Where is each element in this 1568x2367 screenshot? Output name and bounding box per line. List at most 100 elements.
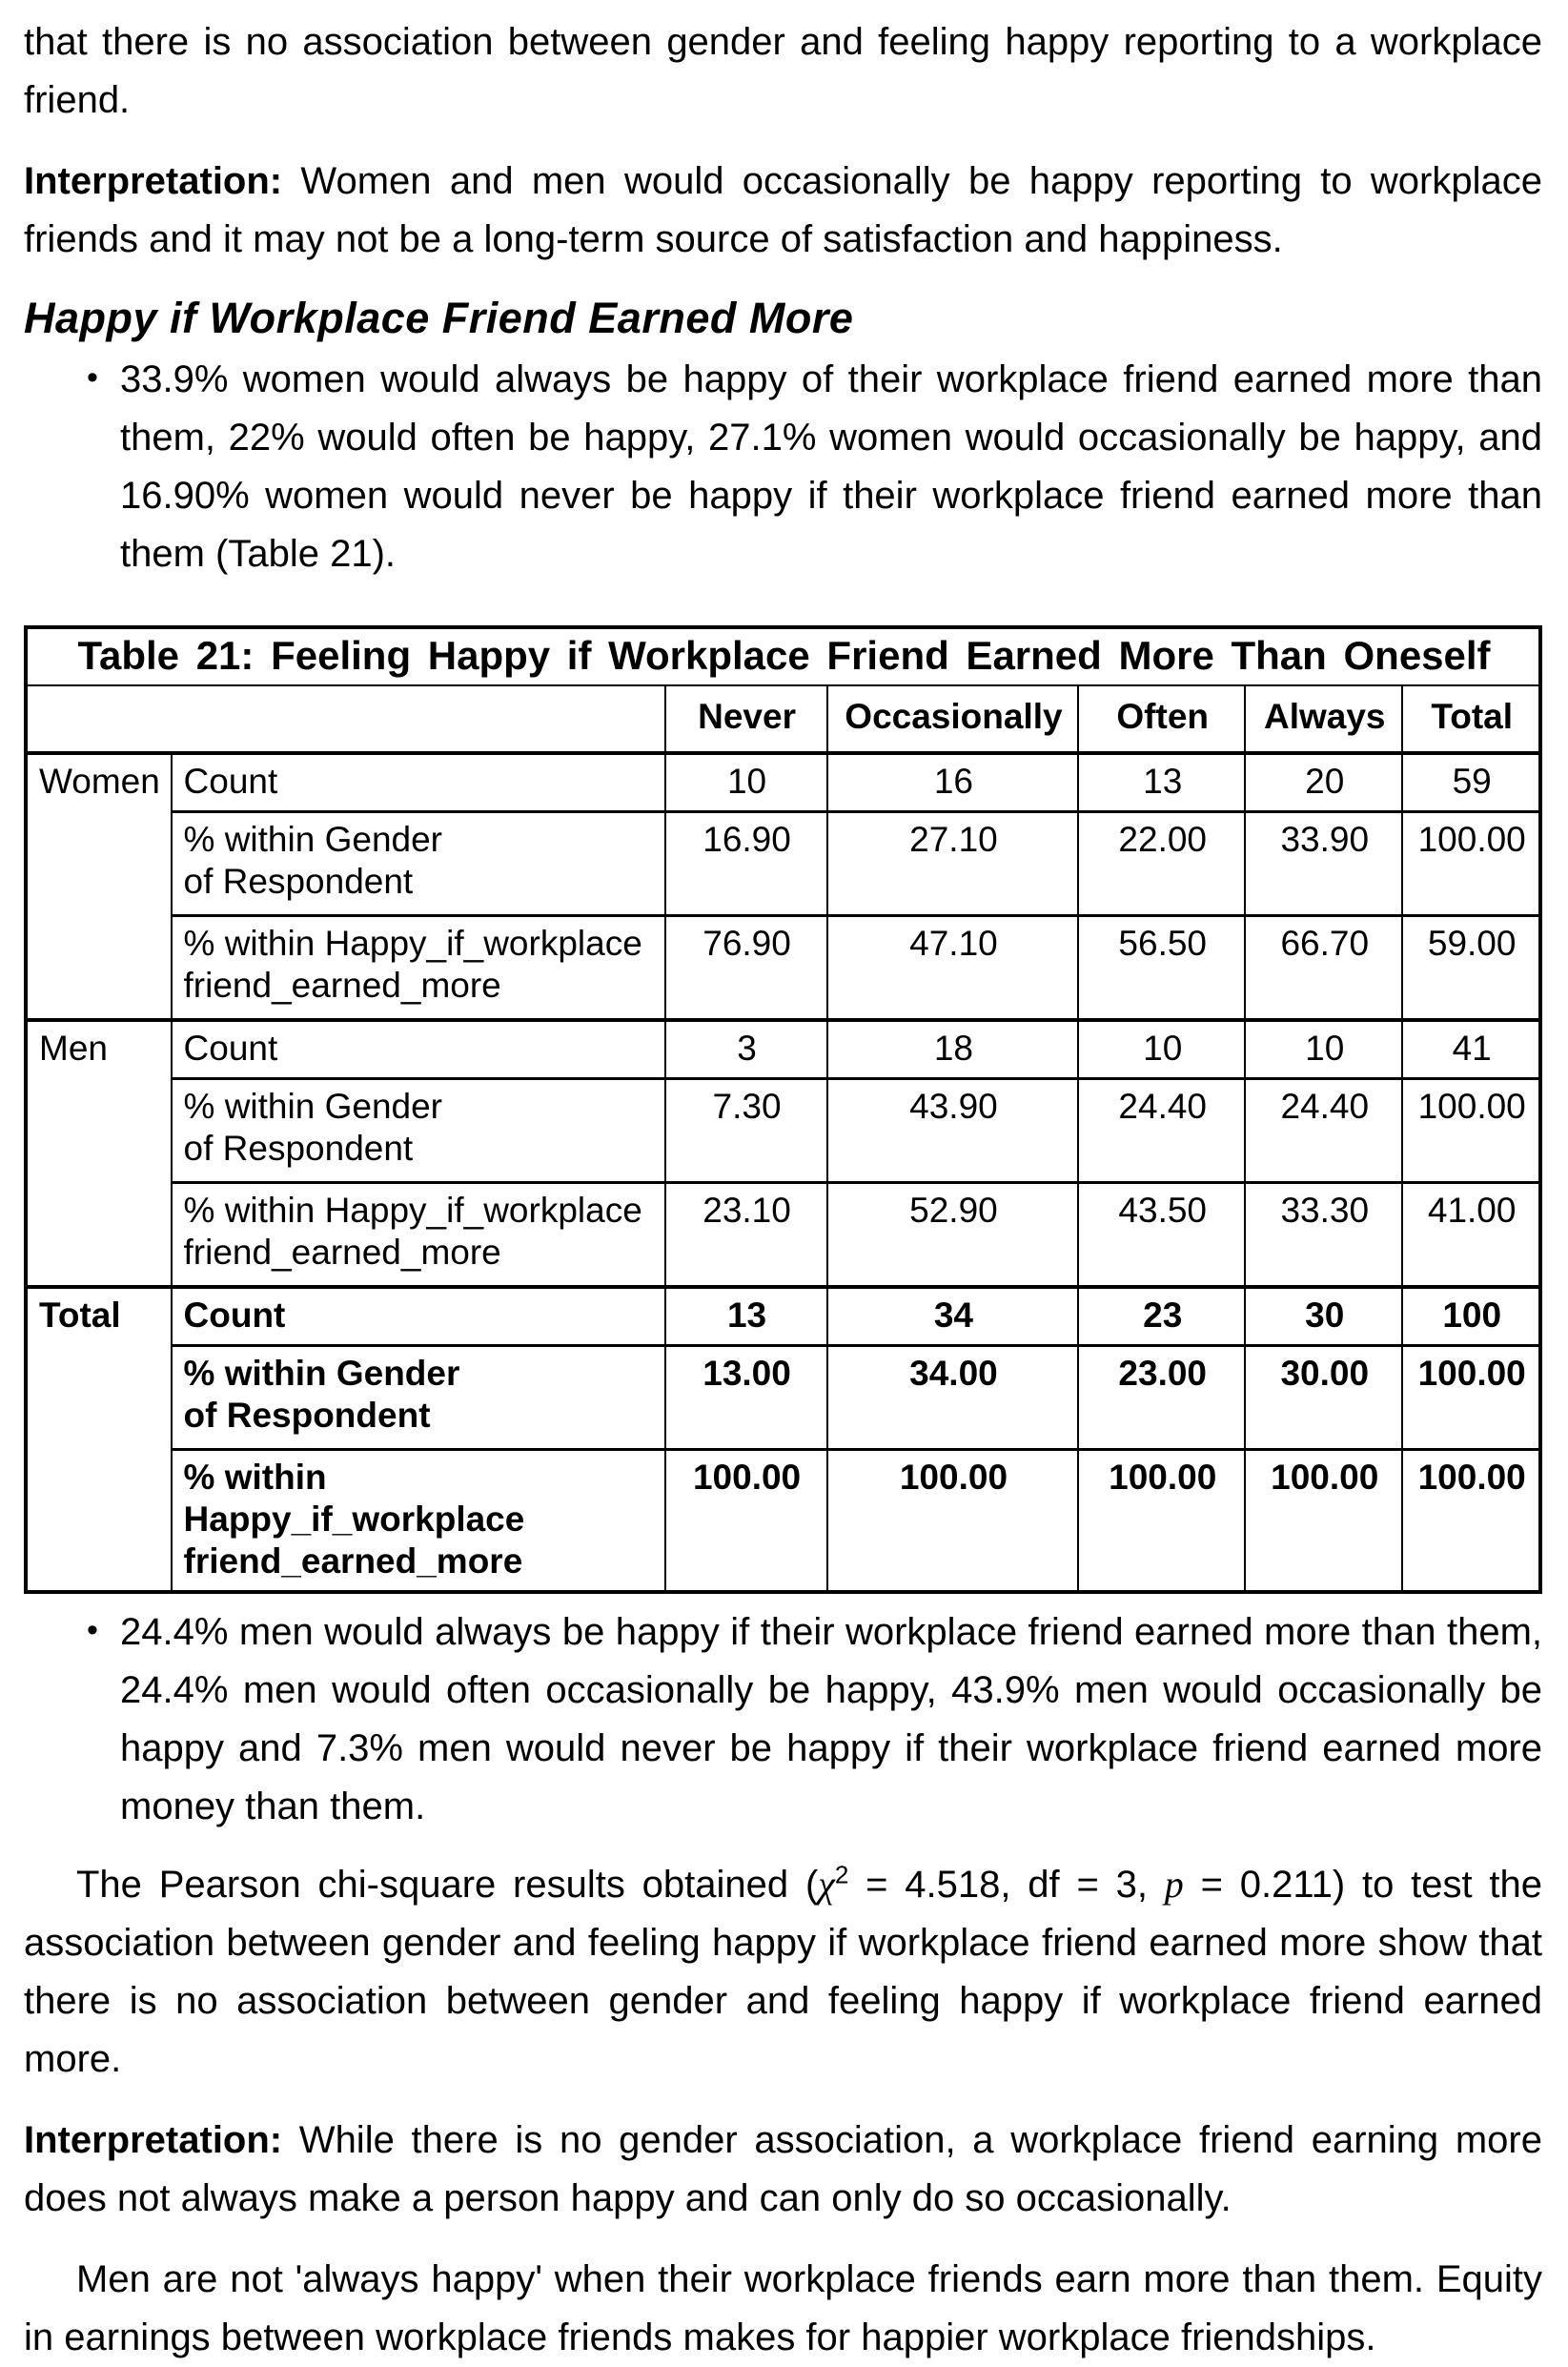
cell-value: 23.00 bbox=[1077, 1344, 1247, 1451]
bullet-icon: • bbox=[87, 1612, 98, 1648]
table-title-row: Table 21: Feeling Happy if Workplace Fri… bbox=[25, 626, 1541, 686]
metric-label: % within Happy_if_workplace friend_earned… bbox=[170, 1448, 666, 1593]
cell-value: 30.00 bbox=[1244, 1344, 1404, 1451]
table-row: Men Count 3 18 10 10 41 bbox=[25, 1018, 1541, 1288]
metric-label: Count bbox=[170, 1285, 666, 1347]
column-header-occasionally: Occasionally bbox=[825, 684, 1080, 755]
metric-label: % within Happy_if_workplace friend_earned… bbox=[170, 1181, 666, 1288]
cell-value: 23.10 bbox=[663, 1181, 828, 1288]
bullet-icon: • bbox=[87, 359, 98, 396]
interpretation-label: Interpretation: bbox=[24, 2119, 283, 2161]
cell-value: 100.00 bbox=[1401, 1077, 1541, 1184]
metric-label: Count bbox=[170, 1018, 666, 1080]
cell-value: 100.00 bbox=[1401, 810, 1541, 917]
header-blank-cell bbox=[25, 684, 666, 755]
cell-value: 66.70 bbox=[1244, 914, 1404, 1021]
p-symbol: p bbox=[1164, 1863, 1184, 1906]
table-header-row: Never Occasionally Often Always Total bbox=[25, 684, 1541, 755]
row-label-men: Men bbox=[25, 1018, 173, 1288]
group-women: Women Count 10 16 13 20 59 % within Gend… bbox=[25, 751, 1541, 1021]
cell-value: 100.00 bbox=[1401, 1448, 1541, 1593]
cell-value: 100.00 bbox=[1401, 1344, 1541, 1451]
bullet-item-men: • 24.4% men would always be happy if the… bbox=[24, 1603, 1542, 1836]
table-row: % within Gender of Respondent 7.30 43.90 … bbox=[26, 1077, 1541, 1184]
cell-value: 10 bbox=[1077, 1018, 1247, 1080]
bullet-item-women: • 33.9% women would always be happy of t… bbox=[24, 351, 1542, 583]
cell-value: 33.30 bbox=[1244, 1181, 1404, 1288]
metric-label: % within Happy_if_workplace friend_earned… bbox=[170, 914, 666, 1021]
cell-value: 13.00 bbox=[663, 1344, 828, 1451]
section-heading: Happy if Workplace Friend Earned More bbox=[24, 294, 854, 342]
interpretation-paragraph-2: Interpretation: While there is no gender… bbox=[24, 2112, 1542, 2228]
cell-value: 41.00 bbox=[1401, 1181, 1541, 1288]
cell-value: 52.90 bbox=[825, 1181, 1080, 1288]
cell-value: 30 bbox=[1244, 1285, 1404, 1347]
cell-value: 100.00 bbox=[663, 1448, 828, 1593]
closing-text: Men are not 'always happy' when their wo… bbox=[24, 2258, 1542, 2358]
cell-value: 56.50 bbox=[1077, 914, 1247, 1021]
pearson-chi-square-paragraph: The Pearson chi-square results obtained … bbox=[24, 1855, 1542, 2089]
table-title: Table 21: Feeling Happy if Workplace Fri… bbox=[25, 626, 1541, 686]
cell-value: 47.10 bbox=[825, 914, 1080, 1021]
cell-value: 7.30 bbox=[663, 1077, 828, 1184]
column-header-total: Total bbox=[1401, 684, 1541, 755]
column-header-often: Often bbox=[1077, 684, 1247, 755]
cell-value: 10 bbox=[1244, 1018, 1404, 1080]
table-row: % within Happy_if_workplace friend_earned… bbox=[26, 914, 1541, 1021]
paragraph-text: that there is no association between gen… bbox=[24, 21, 1542, 121]
table-row: % within Happy_if_workplace friend_earned… bbox=[26, 1181, 1541, 1288]
cell-value: 34 bbox=[825, 1285, 1080, 1347]
cell-value: 20 bbox=[1244, 751, 1404, 813]
interpretation-text: While there is no gender association, a … bbox=[24, 2119, 1542, 2219]
chi-exponent: 2 bbox=[834, 1860, 849, 1889]
cell-value: 16 bbox=[825, 751, 1080, 813]
cell-value: 100 bbox=[1401, 1285, 1541, 1347]
cell-value: 10 bbox=[663, 751, 828, 813]
cell-value: 43.90 bbox=[825, 1077, 1080, 1184]
cell-value: 76.90 bbox=[663, 914, 828, 1021]
cell-value: 59.00 bbox=[1401, 914, 1541, 1021]
cell-value: 43.50 bbox=[1077, 1181, 1247, 1288]
cell-value: 59 bbox=[1401, 751, 1541, 813]
crosstab-table: Table 21: Feeling Happy if Workplace Fri… bbox=[24, 625, 1542, 1594]
bullet-text: 33.9% women would always be happy of the… bbox=[120, 358, 1542, 575]
cell-value: 24.40 bbox=[1244, 1077, 1404, 1184]
pearson-text-mid: = 4.518, df = 3, bbox=[848, 1864, 1165, 1906]
interpretation-label: Interpretation: bbox=[24, 160, 283, 202]
cell-value: 22.00 bbox=[1077, 810, 1247, 917]
cell-value: 100.00 bbox=[1244, 1448, 1404, 1593]
table-row: % within Gender of Respondent 16.90 27.10… bbox=[26, 810, 1541, 917]
row-label-women: Women bbox=[25, 751, 173, 1021]
cell-value: 100.00 bbox=[825, 1448, 1080, 1593]
paragraph-continuation: that there is no association between gen… bbox=[24, 13, 1542, 130]
cell-value: 16.90 bbox=[663, 810, 828, 917]
bullet-text: 24.4% men would always be happy if their… bbox=[120, 1611, 1542, 1827]
cell-value: 13 bbox=[663, 1285, 828, 1347]
cell-value: 33.90 bbox=[1244, 810, 1404, 917]
pearson-text-suffix: = 0.211) to test the association between… bbox=[24, 1864, 1543, 2080]
table-row: Total Count 13 34 23 30 100 bbox=[25, 1285, 1541, 1593]
group-total: Total Count 13 34 23 30 100 % within Gen… bbox=[25, 1285, 1541, 1593]
metric-label: Count bbox=[170, 751, 666, 813]
cell-value: 24.40 bbox=[1077, 1077, 1247, 1184]
cell-value: 41 bbox=[1401, 1018, 1541, 1080]
metric-label: % within Gender of Respondent bbox=[170, 810, 666, 917]
pearson-text-prefix: The Pearson chi-square results obtained … bbox=[76, 1864, 819, 1906]
cell-value: 34.00 bbox=[825, 1344, 1080, 1451]
row-label-total: Total bbox=[25, 1285, 173, 1593]
table-row: % within Happy_if_workplace friend_earned… bbox=[26, 1448, 1541, 1593]
column-header-always: Always bbox=[1244, 684, 1404, 755]
column-header-never: Never bbox=[663, 684, 828, 755]
group-men: Men Count 3 18 10 10 41 % within Gender o… bbox=[25, 1018, 1541, 1288]
table-row: Women Count 10 16 13 20 59 bbox=[25, 751, 1541, 1021]
chi-symbol: χ bbox=[818, 1863, 835, 1906]
metric-label: % within Gender of Respondent bbox=[170, 1077, 666, 1184]
cell-value: 100.00 bbox=[1077, 1448, 1247, 1593]
cell-value: 13 bbox=[1077, 751, 1247, 813]
cell-value: 27.10 bbox=[825, 810, 1080, 917]
table-row: % within Gender of Respondent 13.00 34.00… bbox=[26, 1344, 1541, 1451]
closing-paragraph: Men are not 'always happy' when their wo… bbox=[24, 2251, 1542, 2367]
interpretation-text: Women and men would occasionally be happ… bbox=[24, 160, 1542, 260]
metric-label: % within Gender of Respondent bbox=[170, 1344, 666, 1451]
